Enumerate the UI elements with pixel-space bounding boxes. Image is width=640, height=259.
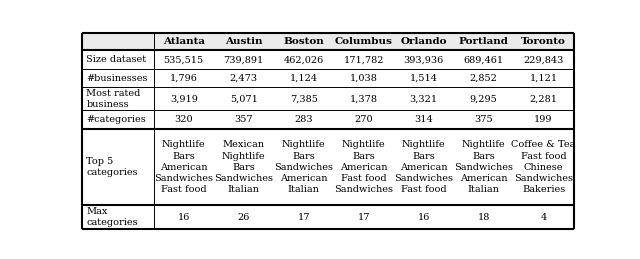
Text: Atlanta: Atlanta <box>163 37 205 46</box>
Text: 17: 17 <box>357 212 370 221</box>
Text: Nightlife
Bars
Sandwiches
American
Italian: Nightlife Bars Sandwiches American Itali… <box>274 140 333 194</box>
Text: Austin: Austin <box>225 37 262 46</box>
Text: 16: 16 <box>417 212 430 221</box>
Bar <box>83 110 573 129</box>
Text: 462,026: 462,026 <box>284 55 324 64</box>
Text: 7,385: 7,385 <box>290 94 317 103</box>
Text: Boston: Boston <box>284 37 324 46</box>
Text: 1,124: 1,124 <box>290 74 317 83</box>
Text: 3,919: 3,919 <box>170 94 198 103</box>
Text: 1,378: 1,378 <box>349 94 378 103</box>
Text: 320: 320 <box>175 115 193 124</box>
Text: 5,071: 5,071 <box>230 94 258 103</box>
Text: #businesses: #businesses <box>86 74 148 83</box>
Text: 739,891: 739,891 <box>223 55 264 64</box>
Text: 229,843: 229,843 <box>524 55 564 64</box>
Text: Nightlife
Bars
American
Sandwiches
Fast food: Nightlife Bars American Sandwiches Fast … <box>394 140 453 194</box>
Text: 535,515: 535,515 <box>164 55 204 64</box>
Bar <box>83 33 573 51</box>
Text: 393,936: 393,936 <box>403 55 444 64</box>
Text: 171,782: 171,782 <box>344 55 384 64</box>
Text: Coffee & Tea
Fast food
Chinese
Sandwiches
Bakeries: Coffee & Tea Fast food Chinese Sandwiche… <box>511 140 576 194</box>
Text: 16: 16 <box>177 212 190 221</box>
Text: #categories: #categories <box>86 115 146 124</box>
Text: 1,121: 1,121 <box>529 74 557 83</box>
Text: 3,321: 3,321 <box>410 94 438 103</box>
Text: Portland: Portland <box>459 37 509 46</box>
Text: 26: 26 <box>237 212 250 221</box>
Bar <box>83 87 573 110</box>
Text: 270: 270 <box>355 115 373 124</box>
Text: 357: 357 <box>234 115 253 124</box>
Text: Orlando: Orlando <box>401 37 447 46</box>
Text: Toronto: Toronto <box>521 37 566 46</box>
Text: 375: 375 <box>474 115 493 124</box>
Text: 199: 199 <box>534 115 553 124</box>
Bar <box>83 51 573 69</box>
Text: 17: 17 <box>298 212 310 221</box>
Text: Mexican
Nightlife
Bars
Sandwiches
Italian: Mexican Nightlife Bars Sandwiches Italia… <box>214 140 273 194</box>
Text: Nightlife
Bars
American
Sandwiches
Fast food: Nightlife Bars American Sandwiches Fast … <box>154 140 213 194</box>
Text: Nightlife
Bars
Sandwiches
American
Italian: Nightlife Bars Sandwiches American Itali… <box>454 140 513 194</box>
Bar <box>83 205 573 228</box>
Text: 283: 283 <box>294 115 313 124</box>
Text: 9,295: 9,295 <box>470 94 497 103</box>
Text: Most rated
business: Most rated business <box>86 89 141 109</box>
Text: 314: 314 <box>414 115 433 124</box>
Text: 2,473: 2,473 <box>230 74 258 83</box>
Text: Max
categories: Max categories <box>86 207 138 227</box>
Text: 1,514: 1,514 <box>410 74 438 83</box>
Text: 2,852: 2,852 <box>470 74 497 83</box>
Text: Size dataset: Size dataset <box>86 55 147 64</box>
Bar <box>83 129 573 205</box>
Text: 4: 4 <box>540 212 547 221</box>
Text: 2,281: 2,281 <box>529 94 557 103</box>
Text: Top 5
categories: Top 5 categories <box>86 157 138 177</box>
Text: 18: 18 <box>477 212 490 221</box>
Text: Nightlife
Bars
American
Fast food
Sandwiches: Nightlife Bars American Fast food Sandwi… <box>334 140 393 194</box>
Text: 689,461: 689,461 <box>463 55 504 64</box>
Text: Columbus: Columbus <box>335 37 392 46</box>
Text: 1,796: 1,796 <box>170 74 198 83</box>
Text: 1,038: 1,038 <box>349 74 378 83</box>
Bar <box>83 69 573 87</box>
